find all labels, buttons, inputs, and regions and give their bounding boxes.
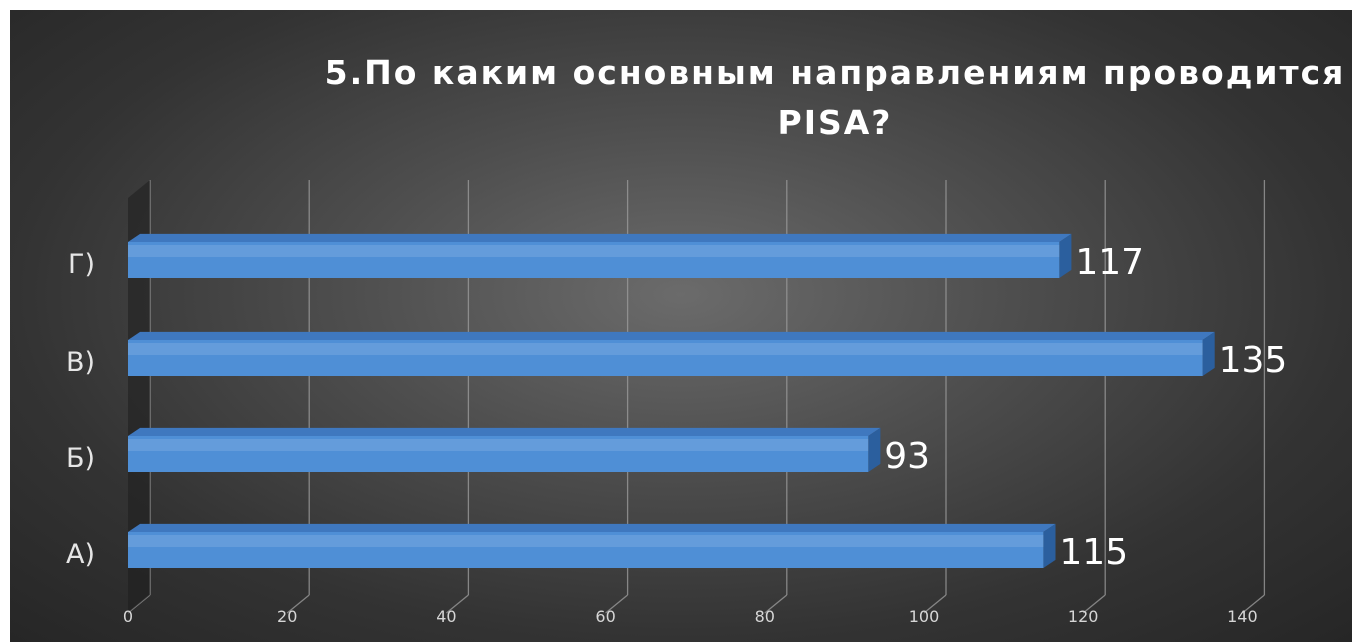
- labels: 0 20 40 60 80 100 120 140 115 А) 93 Б) 135 В) 117 Г): [66, 242, 1287, 626]
- chart-title: 5.По каким основным направлениям проводи…: [324, 53, 1346, 142]
- category-label: Г): [68, 249, 95, 280]
- bar: [128, 523, 1056, 568]
- chart-wall: [128, 180, 150, 613]
- bar: [128, 331, 1215, 376]
- bar-chart: 0 20 40 60 80 100 120 140 115 А) 93 Б) 135 В) 117 Г): [66, 180, 1287, 626]
- x-tick-label: 120: [1068, 607, 1099, 626]
- x-tick-label: 40: [436, 607, 456, 626]
- x-tick-label: 100: [909, 607, 940, 626]
- x-tick-label: 80: [755, 607, 775, 626]
- data-label: 135: [1219, 340, 1288, 381]
- bars: [128, 233, 1215, 568]
- data-label: 93: [884, 436, 930, 477]
- left-wall: [128, 180, 150, 613]
- gridline: [1082, 180, 1106, 614]
- x-tick-label: 20: [277, 607, 297, 626]
- category-label: В): [66, 347, 95, 378]
- category-label: Б): [66, 443, 95, 474]
- data-label: 115: [1059, 532, 1128, 573]
- category-label: А): [66, 539, 95, 570]
- chart-area: 5.По каким основным направлениям проводи…: [10, 10, 1352, 642]
- x-tick-label: 0: [123, 607, 133, 626]
- bar: [128, 427, 881, 472]
- data-label: 117: [1075, 242, 1144, 283]
- x-tick-label: 60: [595, 607, 615, 626]
- gridline: [1241, 180, 1266, 614]
- bar: [128, 233, 1072, 278]
- x-tick-label: 140: [1227, 607, 1258, 626]
